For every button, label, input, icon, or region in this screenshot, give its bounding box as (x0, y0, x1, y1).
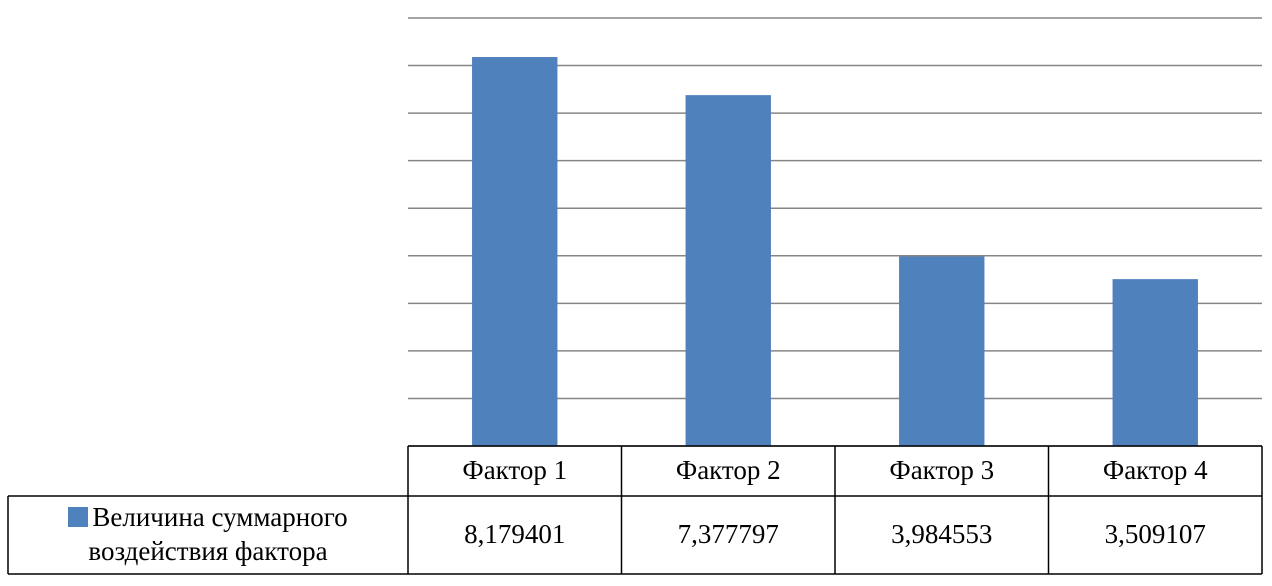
x-tick-label: Фактор 1 (462, 455, 567, 485)
x-tick-label: Фактор 4 (1103, 455, 1208, 485)
x-tick-label: Фактор 3 (889, 455, 994, 485)
legend-label: Величина суммарного воздействия фактора (88, 502, 348, 566)
legend-key (68, 507, 89, 527)
value-label: 3,984553 (891, 519, 992, 549)
x-tick-label: Фактор 2 (676, 455, 781, 485)
bar (899, 256, 985, 446)
bar (1112, 279, 1198, 446)
bar (685, 95, 771, 446)
value-label: 3,509107 (1105, 519, 1206, 549)
bar (472, 57, 558, 446)
value-label: 7,377797 (678, 519, 779, 549)
legend: Величина суммарного воздействия фактора (10, 500, 406, 568)
value-label: 8,179401 (464, 519, 565, 549)
